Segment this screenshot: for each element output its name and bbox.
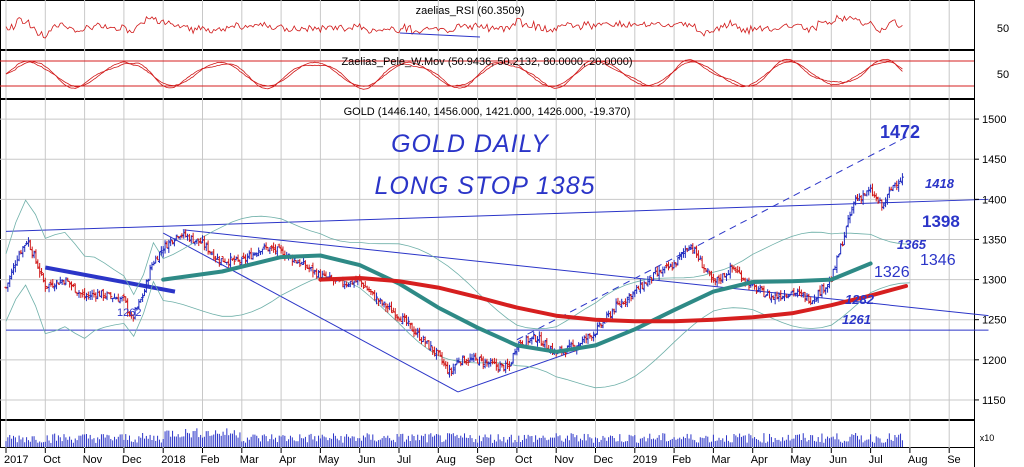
rsi-line	[5, 14, 903, 39]
volume-multiplier-label: x10	[980, 433, 995, 443]
pele-line-slow	[5, 58, 903, 90]
x-tick-label: Aug	[908, 454, 928, 466]
trendline-solid	[5, 198, 989, 232]
x-tick-label: Apr	[751, 454, 768, 466]
trendline-solid	[457, 343, 596, 393]
x-tick-label: May	[790, 454, 811, 466]
pele-tick-label: 50	[997, 69, 1009, 81]
volume-bars	[5, 428, 903, 447]
y-tick-label: 1150	[982, 395, 1006, 407]
fast-moving-average	[318, 276, 908, 324]
moving-averages	[161, 253, 908, 354]
x-tick-label: Apr	[279, 454, 296, 466]
level-1262-label: 1262	[117, 307, 141, 319]
price-candles	[4, 173, 904, 378]
x-tick-label: Dec	[122, 454, 142, 466]
x-axis-ticks: 2017 Oct Nov Dec 2018 Feb Mar Apr May Jun Jul Aug Se…	[4, 448, 961, 466]
y-tick-label: 1400	[982, 194, 1006, 206]
grid	[0, 0, 974, 448]
bollinger-upper	[5, 199, 910, 330]
headline-long-stop: LONG STOP 1385	[374, 172, 595, 200]
bollinger-bands	[5, 199, 910, 389]
y-axis-ticks: 1150 1200 1250 1300 1350 1400 1450 1500	[974, 114, 1006, 407]
price-title: GOLD (1446.140, 1456.000, 1421.000, 1426…	[344, 106, 631, 118]
x-tick-label: 2017	[4, 454, 28, 466]
x-tick-label: Nov	[83, 454, 103, 466]
indicator-panels	[0, 14, 974, 90]
y-tick-label: 1300	[982, 275, 1006, 287]
rsi-tick-label: 50	[997, 23, 1009, 35]
y-tick-label: 1200	[982, 355, 1006, 367]
y-tick-label: 1250	[982, 315, 1006, 327]
panel-frames	[0, 0, 975, 467]
trendline-thick	[44, 265, 176, 294]
x-tick-label: Sep	[476, 454, 496, 466]
y-tick-label: 1450	[982, 154, 1006, 166]
headline-gold-daily: GOLD DAILY	[391, 130, 550, 158]
level-1326-label: 1326	[874, 264, 910, 281]
bollinger-lower	[5, 276, 910, 389]
level-1261-label: 1261	[842, 312, 871, 327]
x-tick-label: Aug	[436, 454, 456, 466]
level-1472-label: 1472	[880, 122, 920, 142]
x-tick-label: Feb	[201, 454, 220, 466]
x-tick-label: Dec	[594, 454, 614, 466]
x-tick-label: May	[318, 454, 339, 466]
level-1282-label: 1282	[845, 292, 875, 307]
rsi-title: zaelias_RSI (60.3509)	[416, 5, 525, 17]
x-tick-label: Jul	[397, 454, 411, 466]
x-tick-label: Mar	[711, 454, 730, 466]
level-1398-label: 1398	[922, 212, 960, 231]
y-tick-label: 1350	[982, 234, 1006, 246]
x-tick-label: Se	[947, 454, 960, 466]
x-tick-label: Oct	[515, 454, 532, 466]
trendline-solid	[162, 232, 459, 393]
level-1365-label: 1365	[897, 237, 927, 252]
x-tick-label: Feb	[672, 454, 691, 466]
x-tick-label: Mar	[240, 454, 259, 466]
x-tick-label: 2018	[161, 454, 185, 466]
level-1346-label: 1346	[920, 252, 956, 269]
x-tick-label: 2019	[633, 454, 657, 466]
x-tick-label: Jun	[829, 454, 847, 466]
rsi-trendline	[399, 32, 481, 38]
x-tick-label: Jun	[358, 454, 376, 466]
level-1418-label: 1418	[925, 176, 955, 191]
x-tick-label: Oct	[43, 454, 60, 466]
trendline-dashed	[516, 134, 911, 341]
x-tick-label: Jul	[869, 454, 883, 466]
x-tick-label: Nov	[554, 454, 574, 466]
pele-title: Zaelias_Pele_W.Mov (50.9436, 50.2132, 80…	[341, 56, 632, 68]
slow-moving-average	[161, 253, 873, 354]
y-tick-label: 1500	[982, 114, 1006, 126]
